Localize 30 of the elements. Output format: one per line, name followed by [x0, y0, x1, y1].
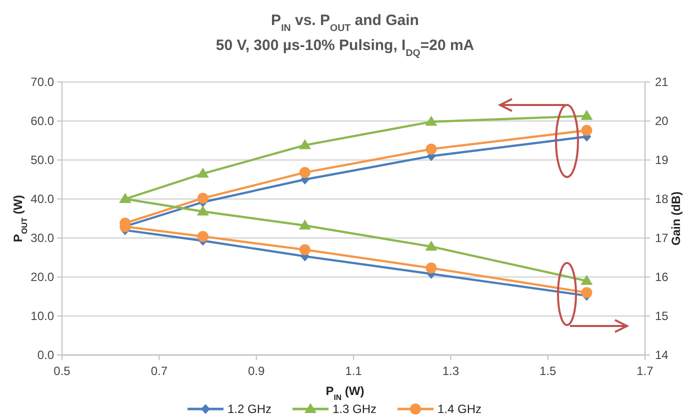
x-tick-label: 1.5	[539, 364, 556, 378]
y2-tick-label: 18	[655, 192, 669, 206]
x-axis-title: P$_{IN}$ (W)	[326, 384, 364, 402]
legend-label: 1.4 GHz	[438, 402, 482, 416]
y2-tick-label: 21	[655, 75, 669, 89]
legend-label: 1.2 GHz	[228, 402, 272, 416]
y-tick-label: 60.0	[30, 114, 54, 128]
y2-tick-label: 16	[655, 270, 669, 284]
y-tick-label: 30.0	[30, 231, 54, 245]
y2-tick-label: 20	[655, 114, 669, 128]
y2-axis-title: Gain (dB)	[669, 192, 683, 246]
x-tick-label: 1.1	[345, 364, 362, 378]
y2-tick-label: 19	[655, 153, 669, 167]
y2-tick-label: 17	[655, 231, 669, 245]
chart-title: P$_{IN}$ vs. P$_{OUT}$ and Gain	[271, 12, 419, 34]
y-tick-label: 10.0	[30, 309, 54, 323]
x-tick-label: 0.5	[54, 364, 71, 378]
x-tick-label: 0.7	[150, 364, 168, 378]
x-tick-label: 1.7	[636, 364, 654, 378]
y-tick-label: 40.0	[30, 192, 54, 206]
y-tick-label: 0.0	[37, 348, 54, 362]
chart-subtitle: 50 V, 300 µs-10% Pulsing, I$_{DQ}$=20 mA	[216, 37, 474, 58]
x-tick-label: 0.9	[248, 364, 265, 378]
x-tick-label: 1.3	[442, 364, 460, 378]
y-tick-label: 20.0	[30, 270, 54, 284]
y2-tick-label: 15	[655, 309, 669, 323]
y-tick-label: 70.0	[30, 75, 54, 89]
legend-label: 1.3 GHz	[332, 402, 377, 416]
y-tick-label: 50.0	[30, 153, 54, 167]
y2-tick-label: 14	[655, 348, 669, 362]
